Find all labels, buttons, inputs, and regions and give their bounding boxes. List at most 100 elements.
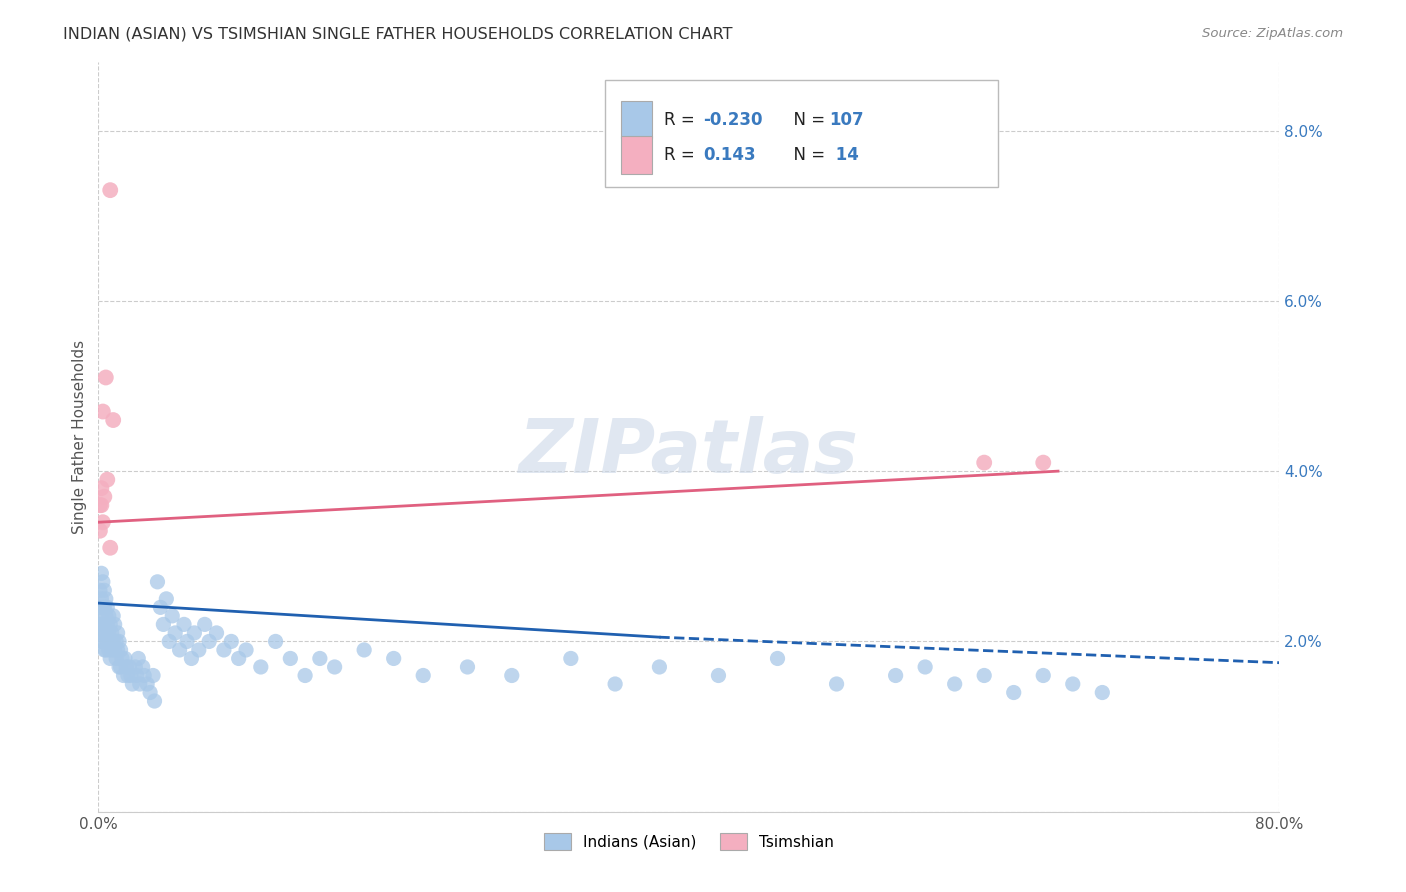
Text: N =: N = — [783, 146, 831, 164]
Point — [1062, 677, 1084, 691]
Text: R =: R = — [664, 111, 700, 128]
Point — [648, 660, 671, 674]
Point — [884, 668, 907, 682]
Point — [501, 668, 523, 682]
Point — [103, 634, 125, 648]
Point — [128, 677, 150, 691]
Point — [98, 541, 121, 555]
Point — [560, 651, 582, 665]
Point — [221, 634, 243, 648]
Point — [90, 591, 112, 606]
Point — [120, 668, 142, 682]
Text: -0.230: -0.230 — [703, 111, 762, 128]
Point — [90, 498, 112, 512]
Point — [108, 634, 131, 648]
Point — [121, 677, 143, 691]
Point — [90, 566, 112, 581]
Point — [94, 591, 117, 606]
Point — [1032, 668, 1054, 682]
Point — [162, 608, 183, 623]
Point — [91, 617, 114, 632]
Point — [96, 600, 118, 615]
Legend: Indians (Asian), Tsimshian: Indians (Asian), Tsimshian — [537, 827, 841, 856]
Point — [103, 608, 125, 623]
Point — [228, 651, 250, 665]
Point — [146, 574, 169, 589]
Point — [165, 626, 187, 640]
Point — [94, 643, 117, 657]
Point — [1091, 685, 1114, 699]
Point — [132, 660, 155, 674]
Point — [94, 626, 117, 640]
Point — [97, 626, 120, 640]
Point — [205, 626, 228, 640]
Point — [90, 608, 112, 623]
Point — [143, 694, 166, 708]
Point — [91, 404, 114, 418]
Point — [412, 668, 434, 682]
Point — [149, 600, 172, 615]
Point — [112, 668, 135, 682]
Point — [90, 626, 112, 640]
Point — [110, 660, 132, 674]
Point — [139, 685, 162, 699]
Point — [108, 660, 131, 674]
Point — [104, 643, 127, 657]
Point — [93, 490, 115, 504]
Point — [89, 498, 111, 512]
Text: Source: ZipAtlas.com: Source: ZipAtlas.com — [1202, 27, 1343, 40]
Point — [1032, 456, 1054, 470]
Point — [155, 591, 177, 606]
Point — [94, 370, 117, 384]
Point — [309, 651, 332, 665]
Point — [105, 634, 128, 648]
Point — [100, 626, 122, 640]
Point — [89, 600, 111, 615]
Point — [110, 643, 132, 657]
Point — [127, 651, 149, 665]
Point — [1002, 685, 1025, 699]
Point — [152, 617, 174, 632]
Point — [973, 456, 995, 470]
Point — [97, 608, 120, 623]
Point — [457, 660, 479, 674]
Point — [183, 626, 205, 640]
Text: INDIAN (ASIAN) VS TSIMSHIAN SINGLE FATHER HOUSEHOLDS CORRELATION CHART: INDIAN (ASIAN) VS TSIMSHIAN SINGLE FATHE… — [63, 27, 733, 42]
Text: 0.143: 0.143 — [703, 146, 755, 164]
Point — [187, 643, 209, 657]
Point — [169, 643, 191, 657]
Point — [89, 617, 111, 632]
Point — [825, 677, 848, 691]
Point — [96, 617, 118, 632]
Point — [93, 617, 115, 632]
Point — [124, 660, 146, 674]
Text: 14: 14 — [830, 146, 859, 164]
Point — [323, 660, 346, 674]
Point — [136, 677, 159, 691]
Point — [94, 608, 117, 623]
Point — [98, 651, 121, 665]
Point — [707, 668, 730, 682]
Point — [100, 643, 122, 657]
Point — [180, 651, 202, 665]
Point — [98, 183, 121, 197]
Point — [115, 660, 138, 674]
Point — [212, 643, 235, 657]
Point — [93, 583, 115, 598]
Point — [235, 643, 257, 657]
Text: ZIPatlas: ZIPatlas — [519, 416, 859, 489]
Text: R =: R = — [664, 146, 704, 164]
Y-axis label: Single Father Households: Single Father Households — [72, 340, 87, 534]
Point — [91, 634, 114, 648]
Point — [107, 643, 129, 657]
Point — [90, 634, 112, 648]
Point — [294, 668, 316, 682]
Point — [250, 660, 273, 674]
Point — [93, 626, 115, 640]
Point — [96, 634, 118, 648]
Point — [353, 643, 375, 657]
Point — [98, 617, 121, 632]
Point — [117, 668, 139, 682]
Point — [98, 634, 121, 648]
Point — [973, 668, 995, 682]
